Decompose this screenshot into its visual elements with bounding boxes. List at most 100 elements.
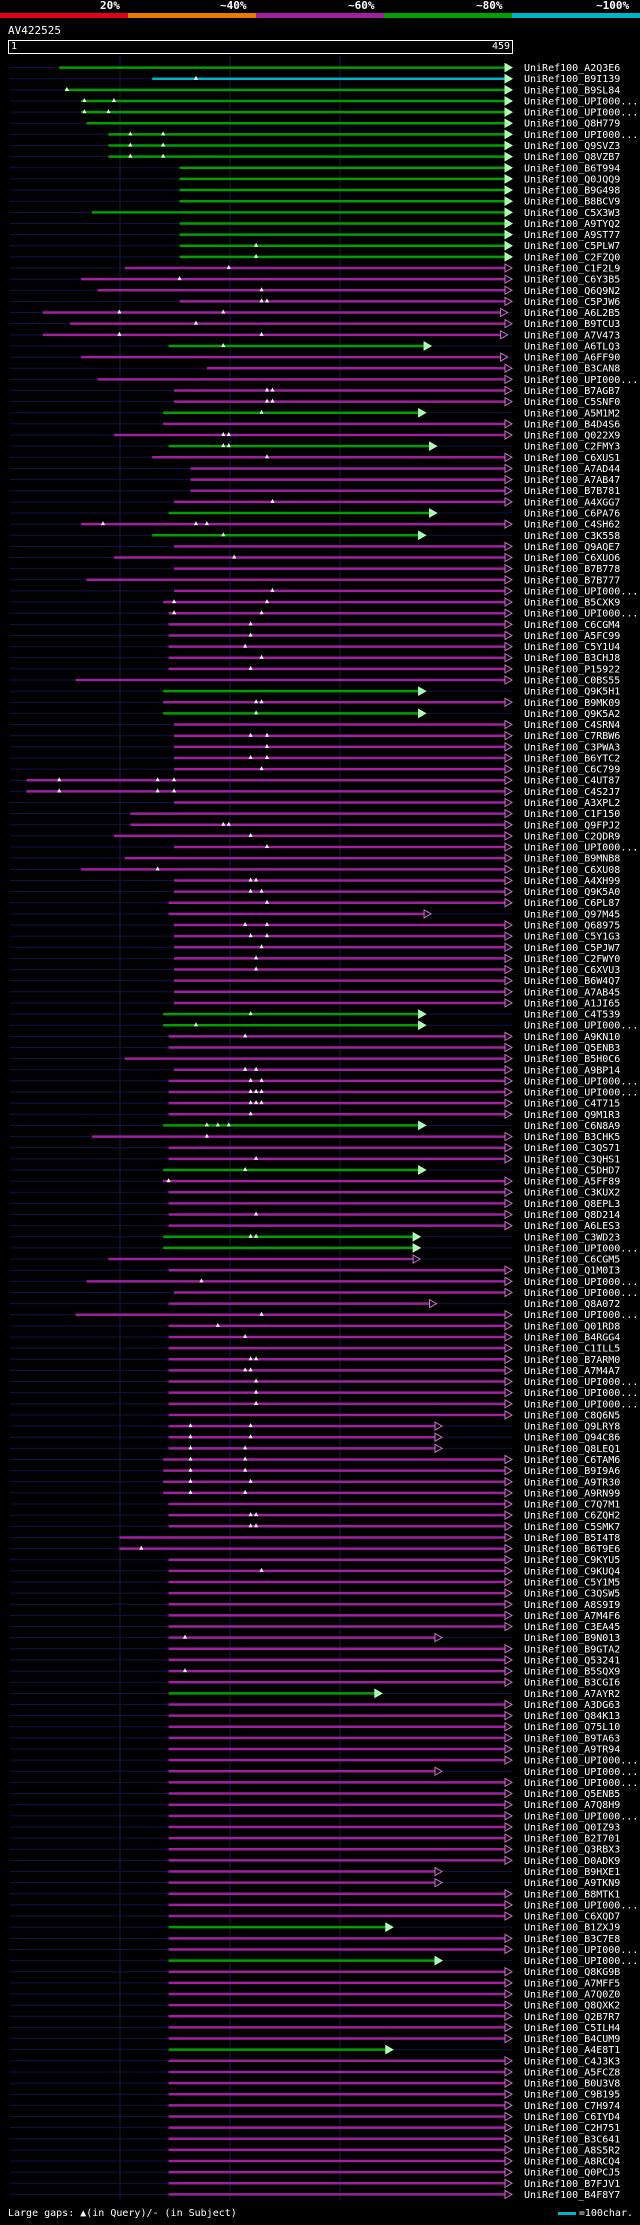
hit-row[interactable]: UniRef100_C4SH62 — [10, 519, 620, 531]
hit-label[interactable]: UniRef100_B4D4S6 — [524, 419, 620, 430]
hit-label[interactable]: UniRef100_A7Q0Z0 — [524, 1989, 620, 2000]
hit-row[interactable]: UniRef100_A5M1M2 — [10, 407, 620, 419]
hit-row[interactable]: UniRef100_B7ARM0 — [10, 1354, 620, 1366]
hit-label[interactable]: UniRef100_B5SQX9 — [524, 1667, 620, 1678]
hit-label[interactable]: UniRef100_Q94C86 — [524, 1433, 620, 1444]
hit-label[interactable]: UniRef100_UPI000... — [524, 1377, 638, 1388]
hit-label[interactable]: UniRef100_A4XGG7 — [524, 497, 620, 508]
hit-row[interactable]: UniRef100_Q8LEQ1 — [10, 1443, 620, 1455]
hit-label[interactable]: UniRef100_A6L2B5 — [524, 308, 620, 319]
hit-label[interactable]: UniRef100_A8RCQ4 — [524, 2157, 620, 2168]
hit-label[interactable]: UniRef100_C6PA76 — [524, 508, 620, 519]
hit-label[interactable]: UniRef100_A8S5R2 — [524, 2145, 620, 2156]
hit-row[interactable]: UniRef100_C6PA76 — [10, 508, 620, 519]
hit-label[interactable]: UniRef100_A7MFF5 — [524, 1978, 620, 1989]
hit-row[interactable]: UniRef100_B3CHK5 — [10, 1131, 620, 1143]
hit-row[interactable]: UniRef100_B3CGI6 — [10, 1677, 620, 1689]
hit-label[interactable]: UniRef100_B3C641 — [524, 2134, 620, 2145]
hit-row[interactable]: UniRef100_C5PJW6 — [10, 296, 620, 308]
hit-row[interactable]: UniRef100_Q9K5A2 — [10, 708, 620, 720]
hit-row[interactable]: UniRef100_C4J3K3 — [10, 2055, 620, 2067]
hit-label[interactable]: UniRef100_C6XQD7 — [524, 1912, 620, 1923]
hit-row[interactable]: UniRef100_C9KYU5 — [10, 1554, 620, 1566]
hit-row[interactable]: UniRef100_Q8A072 — [10, 1298, 620, 1310]
hit-row[interactable]: UniRef100_C6CGM4 — [10, 619, 620, 631]
hit-row[interactable]: UniRef100_UPI000... — [10, 1076, 638, 1087]
hit-row[interactable]: UniRef100_C3QHS1 — [10, 1153, 620, 1165]
hit-row[interactable]: UniRef100_C4SRN4 — [10, 719, 620, 731]
hit-label[interactable]: UniRef100_UPI000... — [524, 130, 638, 141]
hit-row[interactable]: UniRef100_Q2B7R7 — [10, 2011, 620, 2023]
hit-label[interactable]: UniRef100_C6IYD4 — [524, 2112, 620, 2123]
hit-row[interactable]: UniRef100_C3EA45 — [10, 1621, 620, 1633]
hit-row[interactable]: UniRef100_UPI000... — [10, 374, 638, 386]
hit-label[interactable]: UniRef100_C2FMY3 — [524, 442, 620, 453]
hit-label[interactable]: UniRef100_B6T9E6 — [524, 1544, 620, 1555]
hit-label[interactable]: UniRef100_UPI000... — [524, 1310, 638, 1321]
hit-label[interactable]: UniRef100_A9TYQ2 — [524, 219, 620, 230]
hit-label[interactable]: UniRef100_A2Q3E6 — [524, 63, 620, 74]
hit-row[interactable]: UniRef100_B1ZXJ9 — [10, 1922, 620, 1934]
hit-row[interactable]: UniRef100_B5CXK9 — [10, 597, 620, 609]
hit-row[interactable]: UniRef100_UPI000... — [10, 1243, 638, 1254]
hit-label[interactable]: UniRef100_Q8QXK2 — [524, 2001, 620, 2012]
hit-row[interactable]: UniRef100_C6TAM6 — [10, 1454, 620, 1466]
hit-row[interactable]: UniRef100_A4XH99 — [10, 875, 620, 887]
hit-label[interactable]: UniRef100_C4UT87 — [524, 776, 620, 787]
hit-label[interactable]: UniRef100_C5Y1M5 — [524, 1577, 620, 1588]
hit-row[interactable]: UniRef100_A7AB45 — [10, 986, 620, 998]
hit-row[interactable]: UniRef100_C3K558 — [10, 530, 620, 542]
hit-row[interactable]: UniRef100_A1JI65 — [10, 998, 620, 1009]
hit-label[interactable]: UniRef100_C4SH62 — [524, 520, 620, 531]
hit-label[interactable]: UniRef100_A9KN10 — [524, 1032, 620, 1043]
hit-label[interactable]: UniRef100_C6CGM4 — [524, 620, 620, 631]
hit-label[interactable]: UniRef100_B9TCU3 — [524, 319, 620, 330]
hit-label[interactable]: UniRef100_B9N013 — [524, 1633, 620, 1644]
hit-label[interactable]: UniRef100_C3WD23 — [524, 1232, 620, 1243]
hit-row[interactable]: UniRef100_C5PJW7 — [10, 942, 620, 954]
hit-label[interactable]: UniRef100_B3CHK5 — [524, 1132, 620, 1143]
hit-row[interactable]: UniRef100_Q97M45 — [10, 908, 620, 920]
hit-row[interactable]: UniRef100_A9TR30 — [10, 1476, 620, 1488]
hit-label[interactable]: UniRef100_Q97M45 — [524, 909, 620, 920]
hit-label[interactable]: UniRef100_Q8VZB7 — [524, 152, 620, 163]
hit-row[interactable]: UniRef100_C5Y1U4 — [10, 641, 620, 653]
hit-label[interactable]: UniRef100_UPI000... — [524, 108, 638, 119]
hit-label[interactable]: UniRef100_C3EA45 — [524, 1622, 620, 1633]
hit-row[interactable]: UniRef100_A9RN99 — [10, 1488, 620, 1499]
hit-row[interactable]: UniRef100_A4E8T1 — [10, 2044, 620, 2056]
hit-row[interactable]: UniRef100_UPI000... — [10, 1376, 638, 1388]
hit-row[interactable]: UniRef100_A5FCZ8 — [10, 2067, 620, 2078]
hit-label[interactable]: UniRef100_UPI000... — [524, 1900, 638, 1911]
hit-row[interactable]: UniRef100_UPI000... — [10, 608, 638, 620]
hit-row[interactable]: UniRef100_UPI000... — [10, 1087, 638, 1099]
hit-row[interactable]: UniRef100_Q68975 — [10, 920, 620, 931]
hit-label[interactable]: UniRef100_C4J3K3 — [524, 2056, 620, 2067]
hit-row[interactable]: UniRef100_C4UT87 — [10, 775, 620, 787]
hit-label[interactable]: UniRef100_C5Y1G3 — [524, 932, 620, 943]
hit-label[interactable]: UniRef100_C6XUO6 — [524, 553, 620, 564]
hit-row[interactable]: UniRef100_B3C7E8 — [10, 1933, 620, 1945]
hit-row[interactable]: UniRef100_B4F8Y7 — [10, 2189, 620, 2201]
hit-label[interactable]: UniRef100_A7V473 — [524, 330, 620, 341]
hit-row[interactable]: UniRef100_C5Y1G3 — [10, 931, 620, 943]
hit-label[interactable]: UniRef100_C1ILL5 — [524, 1344, 620, 1355]
hit-label[interactable]: UniRef100_A4XH99 — [524, 876, 620, 887]
hit-label[interactable]: UniRef100_B6YTC2 — [524, 753, 620, 764]
hit-label[interactable]: UniRef100_A9TKN9 — [524, 1878, 620, 1889]
hit-row[interactable]: UniRef100_UPI000... — [10, 96, 638, 107]
hit-row[interactable]: UniRef100_B9HXE1 — [10, 1866, 620, 1878]
hit-row[interactable]: UniRef100_A2Q3E6 — [10, 62, 620, 74]
hit-label[interactable]: UniRef100_A7M4A7 — [524, 1366, 620, 1377]
hit-label[interactable]: UniRef100_UPI000... — [524, 843, 638, 854]
hit-row[interactable]: UniRef100_B7FJV1 — [10, 2178, 620, 2190]
hit-row[interactable]: UniRef100_C5DHD7 — [10, 1165, 620, 1176]
hit-row[interactable]: UniRef100_C3KUX2 — [10, 1187, 620, 1199]
hit-label[interactable]: UniRef100_C9B195 — [524, 2090, 620, 2101]
hit-row[interactable]: UniRef100_C2QDR9 — [10, 831, 620, 842]
hit-row[interactable]: UniRef100_C5PLW7 — [10, 240, 620, 252]
hit-label[interactable]: UniRef100_Q9SVZ3 — [524, 141, 620, 152]
hit-row[interactable]: UniRef100_A3DG63 — [10, 1699, 620, 1711]
hit-label[interactable]: UniRef100_B4F8Y7 — [524, 2190, 620, 2201]
hit-row[interactable]: UniRef100_C6IYD4 — [10, 2111, 620, 2123]
